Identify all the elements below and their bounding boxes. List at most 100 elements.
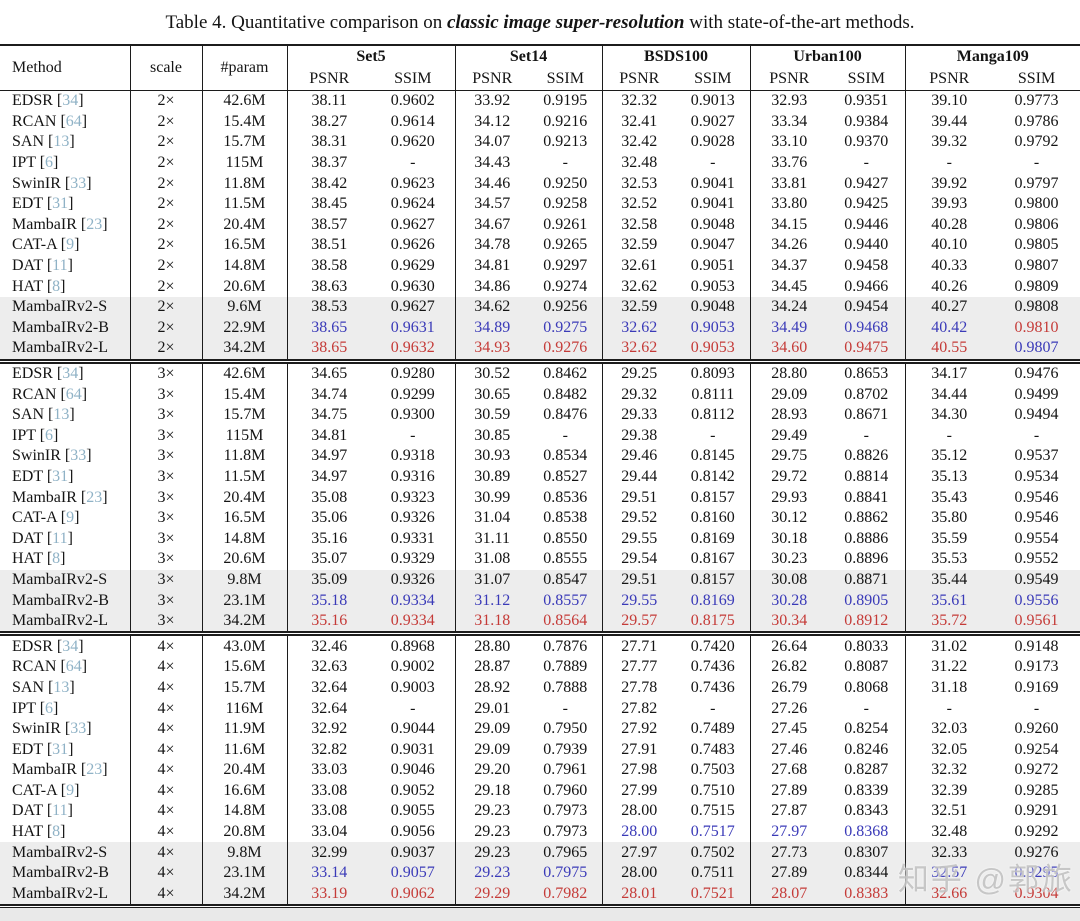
table-row: MambaIRv2-L 3× 34.2M 35.16 0.9334 31.18 0.8564… (0, 610, 1080, 634)
citation-ref[interactable]: 6 (45, 154, 54, 172)
psnr-cell: 29.09 (474, 720, 511, 738)
citation-ref[interactable]: 31 (52, 740, 69, 758)
table-row: MambaIRv2-S 2× 9.6M 38.53 0.9627 34.62 0.9256 3… (0, 296, 1080, 318)
ssim-cell: 0.9537 (1014, 447, 1059, 465)
table-row: SwinIR [33] 3× 11.8M 34.97 0.9318 30.93 0.8534… (0, 446, 1080, 467)
param-cell: 16.6M (202, 780, 288, 802)
ssim-header: SSIM (676, 68, 751, 91)
citation-ref[interactable]: 9 (66, 509, 75, 527)
citation-ref[interactable]: 34 (62, 637, 79, 655)
table-row: DAT [11] 3× 14.8M 35.16 0.9331 31.11 0.8550 29.… (0, 528, 1080, 550)
citation-ref[interactable]: 34 (62, 92, 79, 110)
ssim-cell: 0.9041 (676, 173, 751, 194)
psnr-cell: 32.48 (931, 823, 968, 841)
psnr-cell: 33.10 (771, 133, 808, 151)
method-cell: MambaIRv2-S (0, 296, 131, 318)
param-cell: 11.5M (202, 193, 288, 215)
citation-ref[interactable]: 13 (53, 678, 70, 696)
ssim-cell: 0.8968 (371, 633, 456, 658)
table-row: RCAN [64] 2× 15.4M 38.27 0.9614 34.12 0.9216 32… (0, 111, 1080, 133)
ssim-cell: 0.8886 (828, 528, 906, 550)
ssim-cell: 0.9620 (371, 132, 456, 153)
method-cell: CAT-A [9] (0, 780, 131, 802)
psnr-cell: 30.99 (474, 488, 511, 506)
citation-ref[interactable]: 8 (52, 277, 61, 295)
psnr-cell: 32.46 (311, 637, 348, 655)
citation-ref[interactable]: 64 (65, 658, 82, 676)
param-cell: 11.8M (202, 446, 288, 467)
ssim-cell: 0.8087 (828, 657, 906, 678)
method-cell: MambaIRv2-S (0, 569, 131, 591)
citation-ref[interactable]: 11 (52, 257, 68, 275)
citation-ref[interactable]: 9 (66, 236, 75, 254)
ssim-cell: 0.7888 (529, 677, 603, 699)
psnr-cell: 38.42 (311, 174, 348, 192)
citation-ref[interactable]: 6 (45, 426, 54, 444)
method-name: SwinIR (12, 174, 61, 192)
psnr-cell: 35.18 (311, 591, 348, 609)
citation-ref[interactable]: 11 (52, 529, 68, 547)
citation-ref[interactable]: 8 (52, 550, 61, 568)
citation-ref[interactable]: 8 (52, 823, 61, 841)
param-cell: 15.7M (202, 677, 288, 699)
citation-ref[interactable]: 23 (86, 215, 103, 233)
ssim-cell: 0.8550 (529, 528, 603, 550)
citation-ref[interactable]: 64 (65, 112, 82, 130)
ssim-cell: 0.9041 (676, 193, 751, 215)
ssim-cell: 0.9561 (1014, 612, 1059, 630)
psnr-cell: 27.45 (771, 720, 808, 738)
citation-ref[interactable]: 23 (86, 488, 103, 506)
ssim-cell: 0.8383 (828, 883, 906, 907)
psnr-cell: 32.51 (931, 802, 968, 820)
param-cell: 20.4M (202, 487, 288, 508)
citation-ref[interactable]: 31 (52, 467, 69, 485)
citation-ref[interactable]: 13 (53, 406, 70, 424)
ssim-cell: 0.9216 (529, 111, 603, 133)
citation-ref[interactable]: 33 (70, 174, 87, 192)
ssim-cell: - (828, 698, 906, 719)
citation-ref[interactable]: 31 (52, 195, 69, 213)
psnr-cell: 30.08 (771, 570, 808, 588)
psnr-cell: 32.62 (621, 277, 658, 295)
ssim-cell: 0.8160 (676, 507, 751, 529)
ssim-cell: 0.9810 (1014, 318, 1059, 336)
psnr-cell: 29.33 (621, 406, 658, 424)
citation-ref[interactable]: 64 (65, 385, 82, 403)
citation-ref[interactable]: 6 (45, 699, 54, 717)
citation-ref[interactable]: 33 (70, 720, 87, 738)
psnr-cell: 29.55 (621, 529, 658, 547)
citation-ref[interactable]: 13 (53, 133, 70, 151)
ssim-cell: 0.9475 (828, 338, 906, 362)
citation-ref[interactable]: 11 (52, 802, 68, 820)
psnr-cell: 32.53 (621, 174, 658, 192)
citation-ref[interactable]: 33 (70, 447, 87, 465)
psnr-cell: 33.34 (771, 112, 808, 130)
psnr-cell: 30.85 (474, 426, 511, 444)
psnr-cell: 34.89 (474, 318, 511, 336)
table-row: IPT [6] 3× 115M 34.81-30.85-29.38-29.49- - - (0, 425, 1080, 447)
psnr-cell: 27.26 (771, 699, 808, 717)
scale-cell: 2× (130, 235, 203, 256)
citation-ref[interactable]: 34 (62, 365, 79, 383)
table-row: DAT [11] 4× 14.8M 33.08 0.9055 29.23 0.7973 28.… (0, 801, 1080, 822)
psnr-header: PSNR (619, 70, 660, 87)
ssim-cell: 0.9051 (676, 255, 751, 277)
table-row: IPT [6] 4× 116M 32.64-29.01-27.82-27.26- - - (0, 698, 1080, 719)
psnr-cell: 32.82 (311, 740, 348, 758)
psnr-cell: 34.24 (771, 298, 808, 316)
method-name: RCAN (12, 112, 57, 130)
citation-ref[interactable]: 23 (86, 761, 103, 779)
bottom-strip (0, 908, 1080, 921)
psnr-cell: 29.23 (474, 823, 511, 841)
citation-ref[interactable]: 9 (66, 781, 75, 799)
param-cell: 34.2M (202, 883, 288, 907)
ssim-cell: 0.9195 (529, 90, 603, 112)
ssim-cell: 0.9028 (676, 132, 751, 153)
psnr-cell: 30.23 (771, 550, 808, 568)
param-cell: 116M (202, 698, 288, 719)
ssim-cell: 0.8344 (828, 862, 906, 884)
psnr-cell: 27.77 (621, 658, 658, 676)
ssim-cell: 0.9295 (1014, 864, 1059, 882)
param-cell: 9.8M (202, 842, 288, 863)
psnr-cell: 39.32 (931, 133, 968, 151)
